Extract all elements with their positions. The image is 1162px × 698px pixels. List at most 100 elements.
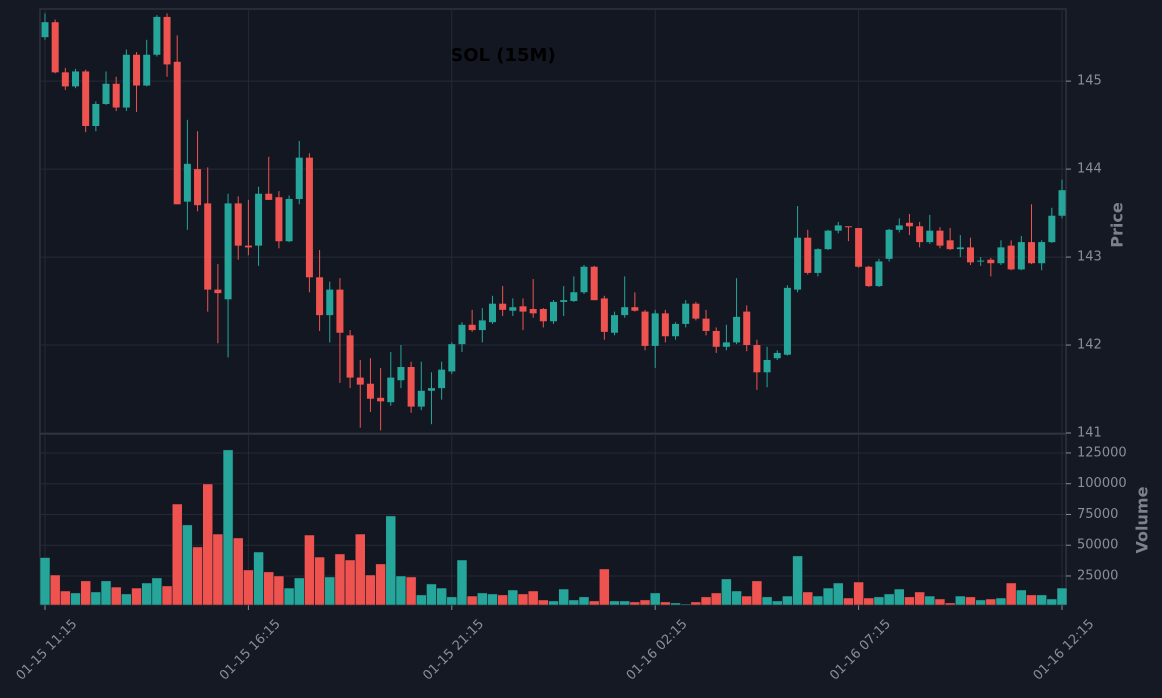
volume-bar (39, 557, 51, 606)
volume-bar (812, 595, 824, 606)
volume-bar (365, 574, 376, 606)
candle-body (895, 225, 903, 230)
volume-bar (517, 593, 529, 606)
y-tick-label: 141 (1077, 426, 1102, 441)
volume-bar (985, 598, 997, 606)
candle-body (722, 342, 730, 347)
volume-bar (477, 592, 488, 606)
volume-bar (232, 537, 244, 606)
volume-bar (212, 533, 224, 606)
candle-body (448, 344, 456, 372)
candle-body (753, 345, 761, 373)
candle-body (1058, 190, 1066, 216)
volume-bar (487, 593, 498, 606)
volume-bar (568, 599, 580, 606)
candle-body (997, 247, 1005, 264)
volume-bar (690, 601, 702, 606)
volume-bar (822, 587, 834, 606)
candle-body (72, 71, 80, 87)
volume-bar (771, 600, 783, 606)
volume-bar (558, 588, 569, 606)
y-tick-label: 143 (1077, 250, 1102, 265)
volume-bar (710, 592, 722, 606)
candle-body (885, 229, 893, 259)
candle-body (499, 303, 507, 310)
chart-title: SOL (15M) (450, 45, 555, 66)
volume-bar (751, 580, 763, 606)
candle-body (580, 266, 588, 293)
candle-body (336, 289, 344, 333)
volume-bar (619, 600, 630, 606)
volume-bar (843, 597, 854, 606)
candle-body (458, 324, 466, 345)
candle-body (692, 303, 700, 319)
volume-bar (873, 596, 885, 606)
candle-body (478, 320, 486, 331)
volume-bar (639, 599, 651, 606)
volume-bar (324, 576, 336, 606)
candle-body (265, 193, 273, 200)
candle-body (153, 16, 161, 55)
candle-body (234, 203, 242, 246)
candle-body (570, 292, 578, 302)
candle-body (244, 245, 252, 248)
volume-bar (344, 559, 356, 606)
candle-body (783, 287, 791, 355)
volume-bar (80, 580, 91, 606)
volume-bar (446, 596, 458, 606)
volume-bar (263, 571, 274, 606)
volume-bar (70, 592, 81, 606)
candle-body (1038, 242, 1046, 264)
candle-body (427, 388, 435, 391)
volume-bar (599, 568, 610, 606)
candle-body (133, 54, 141, 86)
volume-bar (141, 582, 152, 606)
candle-body (926, 230, 934, 243)
candle-body (1027, 242, 1035, 264)
volume-bar (802, 591, 813, 606)
candle-body (41, 22, 49, 38)
candle-body (468, 324, 476, 331)
candle-body (366, 383, 374, 399)
candle-body (834, 225, 842, 231)
candle-body (204, 203, 212, 290)
candle-body (916, 226, 924, 243)
volume-bar (670, 602, 681, 606)
volume-bar (1056, 587, 1068, 606)
candle-body (966, 247, 974, 263)
candle-body (92, 104, 100, 126)
candle-body (295, 157, 303, 200)
volume-bar (792, 555, 803, 606)
candle-body (743, 311, 751, 346)
volume-bar (466, 595, 478, 606)
volume-bar (700, 596, 712, 606)
candle-body (824, 230, 832, 250)
volume-bar (609, 600, 620, 606)
volume-bar (995, 597, 1007, 606)
candle-body (611, 315, 619, 333)
volume-bar (456, 559, 468, 606)
volume-bar (904, 596, 915, 606)
candle-body (672, 323, 680, 337)
volume-bar (934, 598, 946, 606)
candle-body (875, 261, 883, 287)
volume-bar (782, 595, 793, 606)
candle-body (275, 197, 283, 242)
volume-bar (1026, 594, 1037, 606)
volume-bar (375, 563, 386, 606)
candle-body (1017, 242, 1025, 270)
candle-body (51, 22, 59, 73)
volume-bar (334, 553, 346, 606)
volume-bar (60, 590, 71, 606)
candle-body (956, 247, 964, 250)
volume-bar (527, 590, 539, 606)
volume-y-tick-label: 125000 (1077, 445, 1127, 460)
volume-bar (182, 524, 193, 606)
y-tick-label: 142 (1077, 338, 1102, 353)
volume-bar (924, 595, 936, 606)
candle-body (163, 16, 171, 65)
candle-body (550, 301, 557, 322)
volume-bar (721, 578, 732, 606)
